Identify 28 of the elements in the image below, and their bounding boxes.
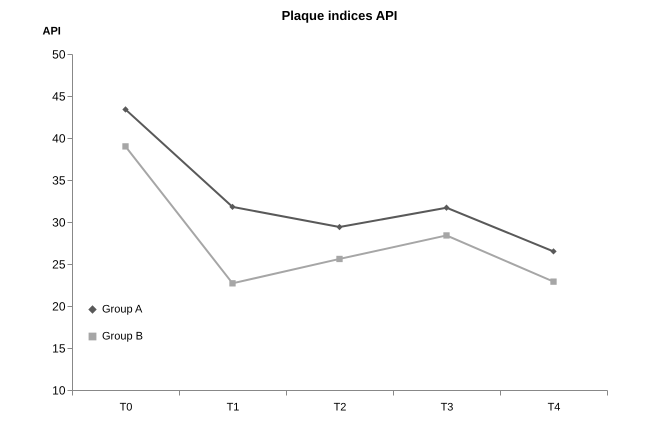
y-tick-label: 50 [52, 48, 66, 62]
point [122, 106, 129, 113]
point [122, 143, 129, 150]
point [229, 204, 236, 210]
point [336, 224, 343, 230]
x-tick-label: T4 [548, 402, 560, 414]
legend-label: Group A [102, 304, 144, 316]
y-tick-label: 25 [52, 258, 66, 272]
x-tick-label: T1 [226, 402, 240, 414]
y-tick-label: 30 [52, 216, 66, 230]
point [443, 204, 450, 211]
x-tick-label: T3 [440, 402, 454, 414]
point [443, 232, 450, 239]
y-tick-label: 40 [52, 132, 66, 146]
point [550, 278, 557, 285]
y-tick-label: 10 [52, 384, 66, 398]
x-tick-label: T2 [334, 402, 346, 414]
legend-label: Group B [102, 330, 143, 342]
y-tick-label: 20 [52, 300, 66, 314]
y-axis-title: API [42, 26, 61, 38]
point [550, 248, 557, 255]
y-tick-label: 15 [52, 342, 66, 356]
x-tick-label: T0 [120, 402, 132, 414]
chart-title: Plaque indices API [282, 8, 398, 23]
y-tick-label: 45 [52, 90, 66, 104]
point [336, 256, 343, 262]
point [229, 280, 236, 286]
y-tick-label: 35 [52, 174, 66, 188]
